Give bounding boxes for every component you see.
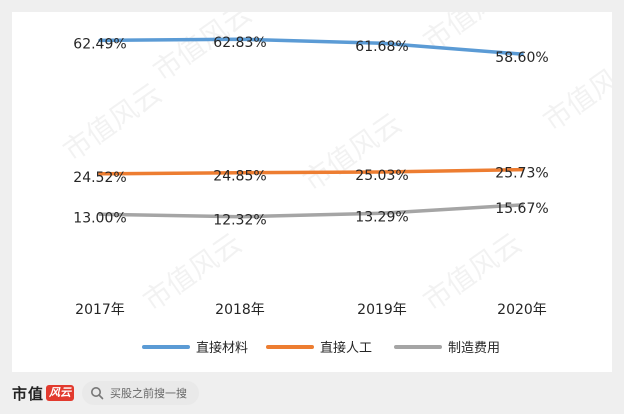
x-tick-label: 2017年 [75, 302, 125, 318]
data-label: 12.32% [213, 213, 266, 229]
data-label: 62.83% [213, 35, 266, 51]
brand-logo[interactable]: 市值 风云 [12, 383, 75, 404]
search-placeholder: 买股之前搜一搜 [110, 387, 188, 400]
brand-name: 市值 [12, 384, 45, 403]
data-label: 15.67% [495, 201, 548, 217]
data-label: 13.29% [355, 209, 408, 225]
data-label: 13.00% [73, 210, 126, 226]
data-label: 24.52% [73, 170, 126, 186]
chart-card: 市值风云 市值风云 市值风云 市值风云 市值风云 市值风云 市值风云 62.49% 62.83%… [12, 12, 612, 372]
legend-label: 直接材料 [196, 340, 248, 356]
series-line-2 [98, 167, 524, 176]
search-icon [91, 387, 104, 400]
brand-badge: 风云 [46, 385, 75, 401]
x-tick-label: 2018年 [215, 302, 265, 318]
watermark-text: 市值风云 [297, 106, 408, 197]
search-box[interactable]: 买股之前搜一搜 [82, 381, 200, 405]
x-tick-label: 2020年 [497, 302, 547, 318]
data-label: 25.03% [355, 168, 408, 184]
data-label: 61.68% [355, 39, 408, 55]
series-line-1 [98, 37, 524, 56]
legend-label: 直接人工 [320, 340, 372, 356]
series-line-3 [98, 203, 524, 219]
legend-label: 制造费用 [448, 341, 500, 356]
data-label: 62.49% [73, 36, 126, 52]
data-label: 58.60% [495, 50, 548, 66]
footer-bar: 市值 风云 买股之前搜一搜 [0, 372, 624, 414]
data-label: 24.85% [213, 169, 266, 185]
x-tick-label: 2019年 [357, 302, 407, 318]
data-label: 25.73% [495, 166, 548, 182]
watermark-text: 市值风云 [57, 76, 168, 167]
